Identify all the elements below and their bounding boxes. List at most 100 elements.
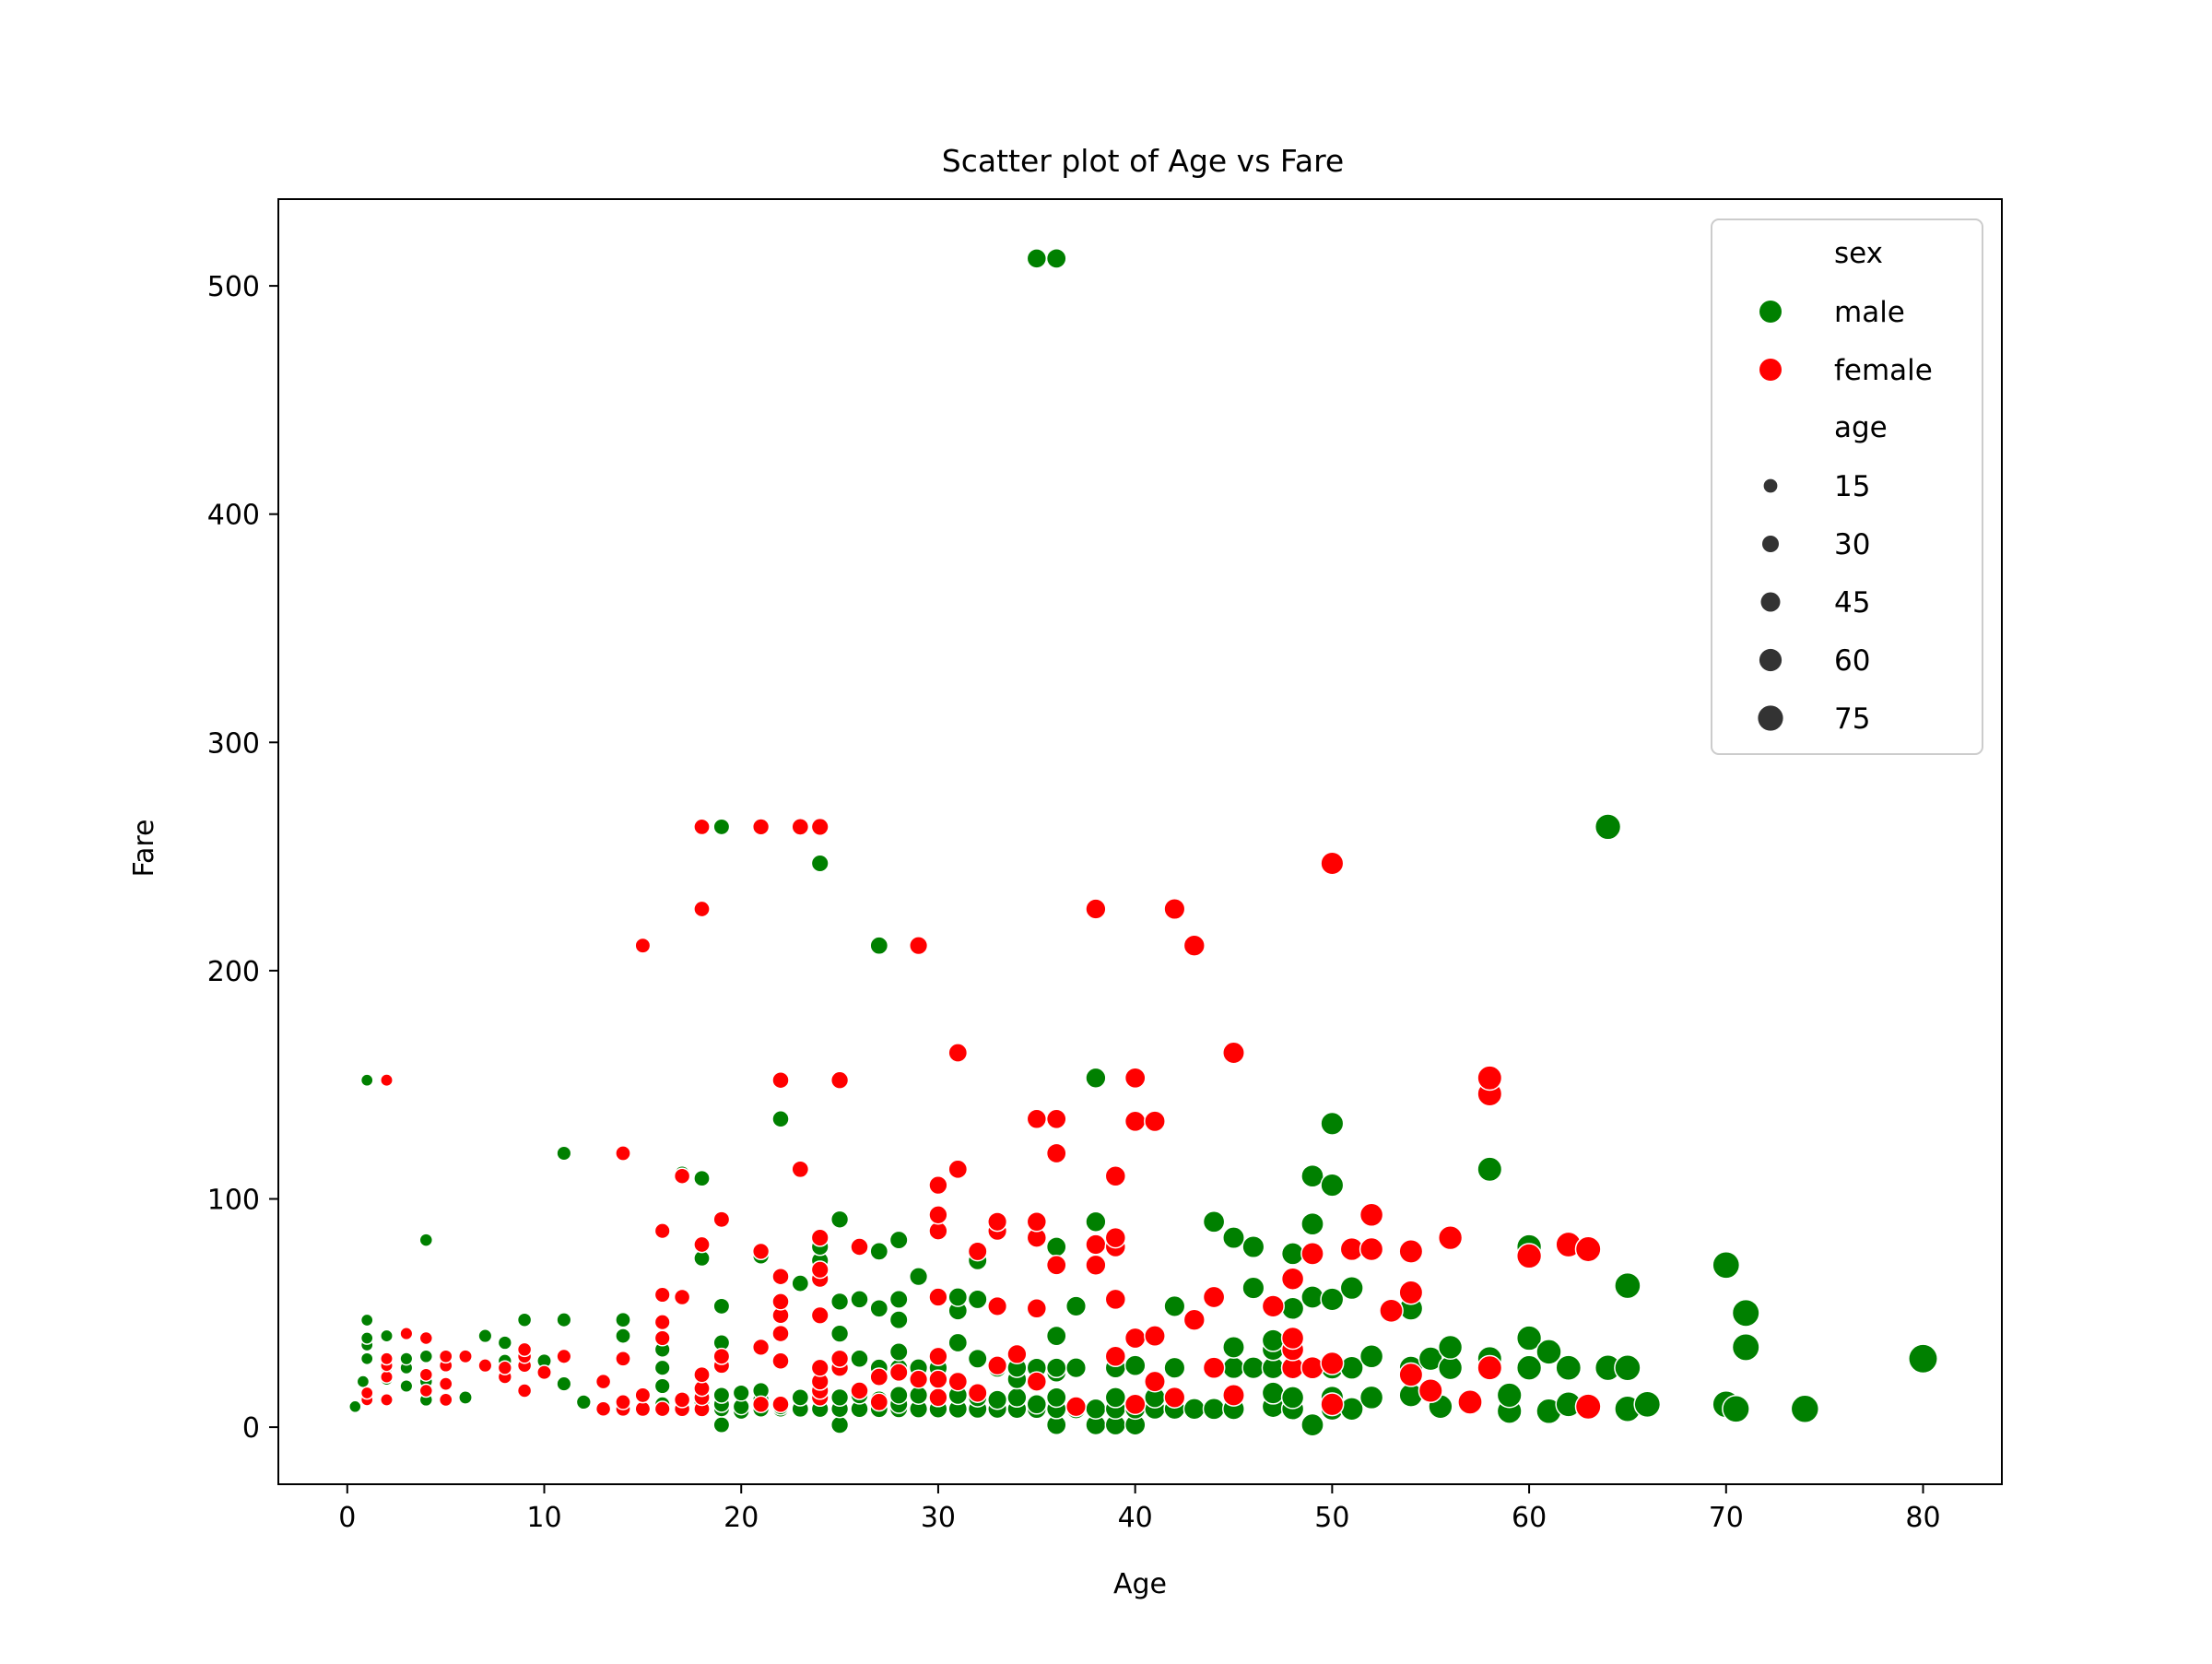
scatter-point-female xyxy=(791,818,810,836)
scatter-point-female xyxy=(928,1346,948,1366)
scatter-point-female xyxy=(477,1358,493,1374)
scatter-point-female xyxy=(791,1160,810,1179)
scatter-point-male xyxy=(1085,1067,1107,1089)
scatter-point-female xyxy=(653,1400,671,1418)
scatter-point-female xyxy=(1300,1355,1324,1380)
scatter-point-male xyxy=(830,1387,850,1408)
scatter-point-male xyxy=(1222,1356,1245,1380)
scatter-point-female xyxy=(1163,897,1186,921)
scatter-point-female xyxy=(653,1314,671,1331)
legend-size-marker xyxy=(1762,536,1779,552)
scatter-point-female xyxy=(967,1241,988,1262)
scatter-point-female xyxy=(928,1205,948,1225)
legend-size-marker xyxy=(1758,705,1783,731)
scatter-point-female xyxy=(673,1391,691,1409)
scatter-point-female xyxy=(673,1167,691,1185)
y-tick-label: 200 xyxy=(207,956,260,988)
scatter-point-male xyxy=(712,1416,731,1434)
scatter-point-female xyxy=(987,1295,1008,1316)
scatter-point-female xyxy=(1398,1362,1424,1387)
scatter-point-male xyxy=(888,1289,909,1309)
scatter-point-male xyxy=(850,1349,869,1369)
legend-hue-title: sex xyxy=(1834,237,1883,270)
scatter-point-male xyxy=(967,1348,988,1369)
scatter-point-male xyxy=(1261,1328,1285,1352)
scatter-point-female xyxy=(1359,1202,1384,1228)
scatter-point-male xyxy=(1614,1271,1641,1300)
plot-frame xyxy=(277,198,2003,1485)
scatter-point-female xyxy=(1144,1325,1166,1348)
scatter-point-female xyxy=(1418,1377,1443,1404)
scatter-point-male xyxy=(888,1310,909,1330)
scatter-point-male xyxy=(1241,1356,1265,1380)
scatter-point-female xyxy=(1182,934,1206,957)
scatter-point-female xyxy=(947,1159,969,1180)
scatter-point-female xyxy=(1085,1233,1107,1256)
scatter-point-male xyxy=(359,1073,374,1088)
legend-size-label: 45 xyxy=(1834,586,1870,620)
scatter-point-male xyxy=(615,1311,631,1328)
scatter-point-male xyxy=(1104,1387,1127,1409)
scatter-point-male xyxy=(869,1242,889,1261)
scatter-point-female xyxy=(850,1237,869,1257)
x-tick-label: 30 xyxy=(921,1502,956,1534)
scatter-point-female xyxy=(615,1350,631,1367)
scatter-point-male xyxy=(516,1312,533,1328)
scatter-point-male xyxy=(1065,1357,1088,1379)
scatter-point-male xyxy=(1515,1354,1543,1381)
scatter-point-male xyxy=(359,1331,374,1345)
scatter-point-female xyxy=(673,1288,691,1306)
scatter-point-male xyxy=(791,1388,810,1407)
scatter-point-male xyxy=(1026,248,1048,269)
scatter-point-male xyxy=(1731,1332,1760,1362)
scatter-point-female xyxy=(418,1383,434,1398)
scatter-point-male xyxy=(1222,1226,1245,1250)
scatter-point-female xyxy=(1144,1370,1166,1393)
scatter-point-male xyxy=(888,1341,909,1362)
scatter-point-female xyxy=(1222,1041,1245,1065)
scatter-point-female xyxy=(751,1242,771,1261)
x-tick-label: 20 xyxy=(724,1502,759,1534)
scatter-point-male xyxy=(1261,1381,1285,1405)
scatter-point-female xyxy=(693,818,711,836)
scatter-point-male xyxy=(1241,1234,1265,1259)
scatter-point-male xyxy=(909,1267,929,1287)
scatter-point-male xyxy=(830,1415,850,1434)
scatter-point-male xyxy=(1359,1344,1384,1369)
scatter-point-male xyxy=(1320,1111,1345,1136)
scatter-point-female xyxy=(947,1043,969,1063)
scatter-point-female xyxy=(634,1387,652,1404)
x-tick-label: 0 xyxy=(338,1502,356,1534)
scatter-point-male xyxy=(477,1328,493,1344)
scatter-point-female xyxy=(380,1370,394,1385)
scatter-point-female xyxy=(516,1341,533,1358)
x-tick-label: 70 xyxy=(1709,1502,1744,1534)
scatter-point-male xyxy=(1163,1356,1186,1379)
scatter-point-male xyxy=(1006,1387,1028,1409)
scatter-point-female xyxy=(1163,1386,1186,1409)
scatter-point-male xyxy=(1515,1325,1543,1351)
scatter-point-female xyxy=(1320,851,1345,876)
scatter-point-female xyxy=(1124,1393,1147,1416)
x-tick-label: 10 xyxy=(526,1502,561,1534)
scatter-point-male xyxy=(712,818,731,836)
scatter-point-male xyxy=(1300,1211,1324,1236)
scatter-point-female xyxy=(1280,1267,1305,1291)
scatter-point-male xyxy=(1339,1275,1364,1301)
scatter-point-male xyxy=(1045,248,1067,269)
scatter-point-male xyxy=(1222,1335,1245,1359)
scatter-point-male xyxy=(615,1328,631,1344)
scatter-point-male xyxy=(1437,1334,1464,1361)
scatter-point-male xyxy=(1339,1397,1364,1422)
scatter-point-female xyxy=(1359,1236,1384,1262)
legend-marker-male xyxy=(1759,301,1782,323)
scatter-point-female xyxy=(653,1329,671,1347)
points-layer xyxy=(348,248,1938,1437)
scatter-point-male xyxy=(497,1335,512,1351)
legend-marker-female xyxy=(1759,359,1782,381)
scatter-point-female xyxy=(850,1381,869,1400)
scatter-point-female xyxy=(830,1349,850,1368)
scatter-point-female xyxy=(653,1222,671,1240)
scatter-point-female xyxy=(1379,1298,1404,1324)
scatter-point-male xyxy=(399,1351,414,1366)
